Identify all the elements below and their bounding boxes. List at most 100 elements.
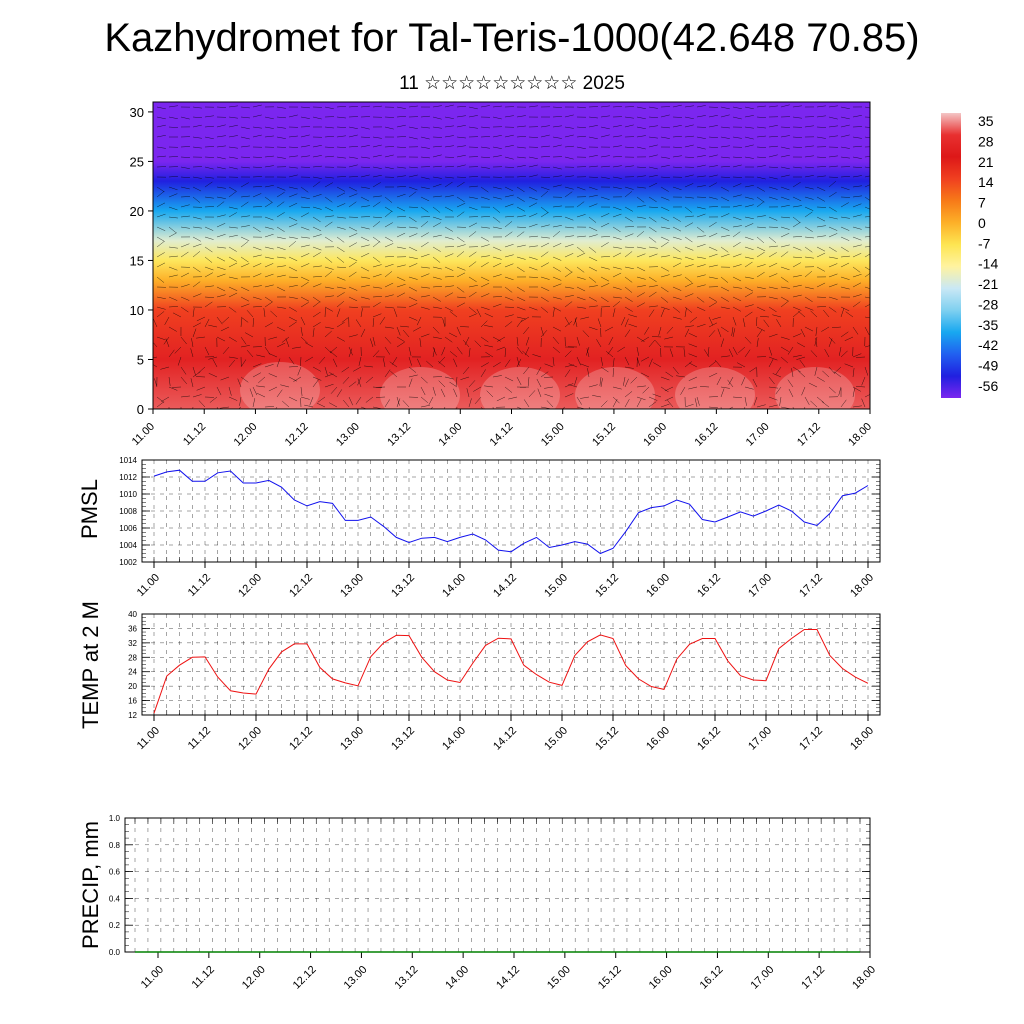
wind-barb xyxy=(420,396,429,403)
wind-barb xyxy=(300,326,303,336)
wind-barb xyxy=(852,388,855,398)
wind-barb xyxy=(660,156,670,159)
wind-barb xyxy=(852,156,862,159)
wind-barb xyxy=(648,276,657,283)
wind-barb xyxy=(660,165,670,168)
wind-barb xyxy=(372,241,381,248)
wind-barb xyxy=(600,400,608,408)
wind-barb xyxy=(840,262,850,268)
wind-barb xyxy=(667,399,674,408)
wind-barb xyxy=(744,396,747,406)
wind-barb xyxy=(504,348,507,358)
wind-barb xyxy=(612,125,622,128)
wind-barb xyxy=(586,348,590,358)
wind-barb xyxy=(833,371,842,378)
wind-barb xyxy=(180,166,190,169)
wind-barb xyxy=(804,246,813,253)
wind-barb xyxy=(792,294,802,298)
wind-barb xyxy=(239,396,242,406)
wind-barb xyxy=(264,216,274,221)
wind-barb xyxy=(484,385,494,388)
wind-barb xyxy=(540,206,549,213)
wind-barb xyxy=(720,114,730,118)
wind-barb xyxy=(768,296,778,300)
wind-barb xyxy=(480,244,490,248)
wind-barb xyxy=(348,296,358,302)
wind-barb xyxy=(588,296,597,302)
wind-barb xyxy=(864,286,870,289)
wind-barb xyxy=(474,340,482,348)
wind-barb xyxy=(648,339,655,348)
wind-barb xyxy=(240,182,249,188)
wind-barb xyxy=(624,399,630,408)
wind-barb xyxy=(432,234,442,238)
wind-barb xyxy=(600,378,603,388)
wind-barb xyxy=(300,396,310,400)
y-tick-label: 1014 xyxy=(119,456,137,465)
wind-barb xyxy=(768,306,777,313)
wind-barb xyxy=(780,154,790,158)
wind-barb xyxy=(504,296,514,301)
wind-barb xyxy=(792,366,801,373)
wind-barb xyxy=(432,105,442,108)
wind-barb xyxy=(792,181,801,188)
wind-barb xyxy=(840,216,850,219)
wind-barb xyxy=(180,215,190,218)
wind-barb xyxy=(648,401,657,408)
wind-barb xyxy=(804,271,813,278)
wind-barb xyxy=(246,350,254,358)
wind-barb xyxy=(419,338,422,348)
wind-barb xyxy=(456,202,466,208)
wind-barb xyxy=(744,204,754,208)
wind-barb xyxy=(300,276,310,281)
wind-barb xyxy=(564,126,574,129)
wind-barb xyxy=(768,236,777,243)
wind-barb xyxy=(804,226,813,232)
wind-barb xyxy=(357,378,362,388)
wind-barb xyxy=(444,306,454,312)
wind-barb xyxy=(252,318,254,328)
wind-barb xyxy=(864,366,869,376)
wind-barb xyxy=(605,351,614,358)
wind-barb xyxy=(840,116,850,120)
wind-barb xyxy=(540,262,549,268)
wind-barb xyxy=(304,404,314,408)
wind-barb xyxy=(654,340,662,348)
wind-barb xyxy=(382,358,386,368)
wind-barb xyxy=(792,105,802,108)
wind-barb xyxy=(324,295,334,298)
wind-barb xyxy=(600,165,610,168)
wind-barb xyxy=(588,116,598,119)
wind-barb xyxy=(816,186,826,192)
wind-barb xyxy=(756,165,766,168)
wind-barb xyxy=(552,205,562,208)
heatmap-field xyxy=(153,102,870,409)
wind-barb xyxy=(683,348,686,358)
wind-barb xyxy=(324,266,334,270)
wind-barb xyxy=(852,185,862,188)
wind-barb xyxy=(156,311,165,318)
wind-barb xyxy=(688,386,698,390)
wind-barb xyxy=(180,296,190,301)
wind-barb xyxy=(707,346,710,356)
wind-barb xyxy=(788,388,794,398)
wind-barb xyxy=(753,396,758,406)
wind-barb xyxy=(324,135,334,138)
wind-barb xyxy=(600,283,610,288)
wind-barb xyxy=(420,146,430,149)
wind-barb xyxy=(240,225,250,228)
wind-barb xyxy=(396,264,406,268)
wind-barb xyxy=(864,316,870,319)
y-tick-label: 32 xyxy=(128,639,137,648)
wind-barb xyxy=(432,276,442,280)
wind-barb xyxy=(192,186,202,192)
wind-barb xyxy=(612,252,622,258)
wind-barb xyxy=(168,226,177,233)
wind-barb xyxy=(444,292,454,298)
wind-barb xyxy=(440,388,446,398)
wind-barb xyxy=(756,186,765,192)
wind-barb xyxy=(238,406,242,409)
wind-barb xyxy=(468,313,478,318)
wind-barb xyxy=(708,206,718,208)
wind-barb xyxy=(216,201,225,208)
